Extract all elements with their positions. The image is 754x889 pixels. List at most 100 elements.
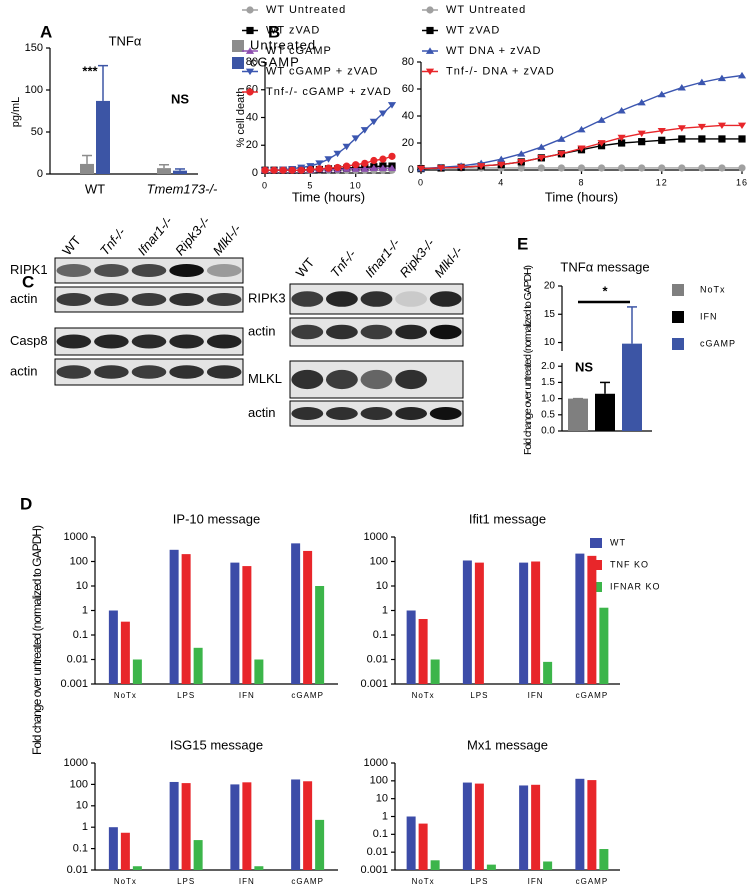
point <box>597 116 606 123</box>
bar <box>474 562 484 684</box>
legend-label: WT Untreated <box>266 4 346 16</box>
blot-band <box>56 264 92 277</box>
bar <box>543 661 553 684</box>
point <box>279 166 287 174</box>
point <box>343 162 351 170</box>
lane-label: WT <box>59 233 84 258</box>
point <box>637 130 646 138</box>
bar <box>406 610 416 684</box>
blot-band <box>360 324 393 340</box>
legend-marker <box>425 47 435 54</box>
blot-band <box>360 369 393 390</box>
point <box>288 166 296 174</box>
point <box>378 164 388 172</box>
y-axis-label: Fold change over untreated (normalized t… <box>522 265 534 455</box>
bar <box>193 647 203 684</box>
x-tick-label: IFN <box>528 691 544 700</box>
chart-title: TNFα message <box>560 259 649 274</box>
point <box>658 164 666 172</box>
bar <box>587 780 597 870</box>
y-tick-label: 1000 <box>64 531 88 543</box>
blot-band <box>291 324 324 340</box>
bar <box>543 861 553 870</box>
bar <box>254 659 264 684</box>
bar <box>169 549 179 684</box>
point <box>597 140 606 147</box>
bar <box>519 562 529 684</box>
y-tick-label: 0.1 <box>73 629 88 641</box>
y-axis-label: Fold change over untreated (normalized t… <box>30 525 44 755</box>
legend-swatch <box>672 284 684 296</box>
point <box>315 165 324 173</box>
point <box>457 164 466 171</box>
panel-label: A <box>40 22 52 41</box>
y-tick-label: 1000 <box>364 757 388 769</box>
row-label: actin <box>10 363 37 378</box>
legend-label: IFN <box>700 311 718 321</box>
bar <box>568 398 588 431</box>
y-tick-label: 10 <box>376 793 388 805</box>
blot-band <box>206 334 242 349</box>
lane-label: Mlkl-/- <box>431 243 466 280</box>
blot-band <box>131 365 167 379</box>
x-tick-label: 12 <box>656 177 668 187</box>
bar <box>157 168 171 174</box>
point <box>657 90 666 98</box>
point <box>577 145 586 152</box>
y-tick-label: 40 <box>246 111 258 123</box>
bar <box>303 550 313 684</box>
point <box>557 164 566 172</box>
bar <box>599 607 609 684</box>
point <box>537 154 546 162</box>
point <box>677 125 686 132</box>
bar <box>418 823 428 870</box>
x-tick-label: NoTx <box>114 877 137 886</box>
bar <box>587 555 597 684</box>
x-tick-label: LPS <box>470 877 488 886</box>
y-tick-label: 0.0 <box>541 426 555 437</box>
x-tick-label: 4 <box>498 177 504 187</box>
point <box>577 164 586 172</box>
bar <box>132 659 142 684</box>
lane-label: Ripk3-/- <box>172 213 213 258</box>
row-label: actin <box>248 405 275 420</box>
x-tick-label: LPS <box>470 691 488 700</box>
panel-label: D <box>20 494 32 513</box>
blot-band <box>395 369 428 390</box>
point <box>678 135 686 143</box>
y-tick-label: 40 <box>402 110 414 122</box>
point <box>306 165 314 174</box>
x-tick-label: IFN <box>528 877 544 886</box>
blot-band <box>169 365 204 379</box>
point <box>738 135 746 143</box>
point <box>315 160 324 167</box>
legend-swatch <box>672 338 684 350</box>
y-tick-label: 100 <box>70 778 88 790</box>
bar <box>193 840 203 870</box>
point <box>370 156 378 165</box>
row-label: actin <box>10 291 37 306</box>
bar <box>80 163 94 174</box>
legend-label: TNF KO <box>610 559 649 569</box>
blot-band <box>94 365 129 379</box>
bar <box>531 784 541 870</box>
legend-label: Tnf-/- cGAMP + zVAD <box>266 86 392 98</box>
blot-band <box>206 264 242 277</box>
point <box>297 166 305 174</box>
y-tick-label: 2.0 <box>541 361 555 372</box>
point <box>677 84 686 91</box>
blot-band <box>56 365 92 379</box>
legend-marker <box>426 26 434 35</box>
bar <box>430 659 440 684</box>
point <box>697 123 706 131</box>
y-tick-label: 0.1 <box>373 828 388 840</box>
y-tick-label: 10 <box>76 800 88 812</box>
x-tick-label: NoTx <box>412 877 435 886</box>
point <box>270 166 278 174</box>
blot-band <box>395 407 428 420</box>
bar <box>108 827 118 870</box>
point <box>678 164 686 172</box>
bar <box>315 586 325 684</box>
point <box>717 122 727 130</box>
blot-band <box>131 264 167 277</box>
